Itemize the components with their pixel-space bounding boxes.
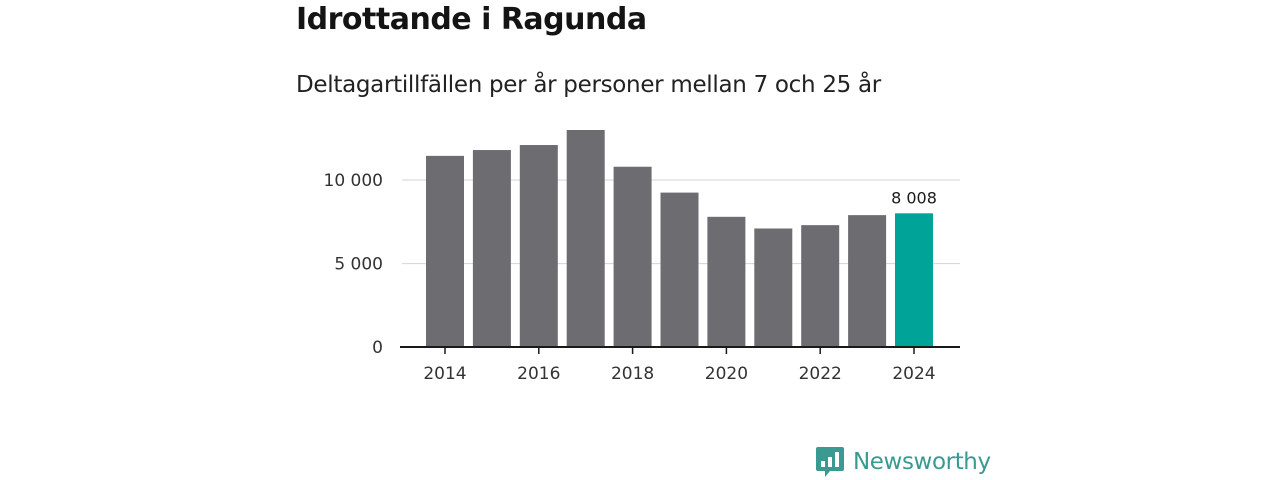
bar-2021: [754, 228, 793, 347]
bar-2016: [519, 145, 558, 347]
y-tick-label: 0: [372, 338, 383, 358]
x-tick-label: 2014: [423, 364, 466, 384]
bar-2020: [707, 216, 746, 347]
bar-2023: [848, 215, 887, 347]
chart-title: Idrottande i Ragunda: [296, 2, 647, 37]
data-labels: 8 008: [891, 188, 937, 207]
bar-2018: [613, 166, 652, 347]
x-tick-label: 2018: [611, 364, 654, 384]
brand-name: Newsworthy: [853, 449, 991, 475]
bar-2024: [895, 213, 933, 347]
y-tick-label: 5 000: [334, 255, 383, 275]
x-axis-ticks: 2014 2016 2018 2020 2022 2024: [423, 347, 936, 384]
chart-subtitle: Deltagartillfällen per år personer mella…: [296, 72, 881, 98]
bar-2015: [472, 150, 511, 347]
bar-2017: [566, 130, 605, 347]
bar-2014: [426, 155, 464, 347]
x-tick-label: 2016: [517, 364, 560, 384]
x-tick-label: 2022: [799, 364, 842, 384]
y-tick-label: 10 000: [324, 171, 383, 191]
bars: [426, 130, 933, 347]
newsworthy-logo: Newsworthy: [815, 446, 991, 478]
x-tick-label: 2020: [705, 364, 748, 384]
x-tick-label: 2024: [892, 364, 935, 384]
bar-chart-speech-bubble-icon: [816, 447, 844, 477]
y-axis-labels: 0 5 000 10 000: [324, 171, 383, 358]
bar-2019: [660, 192, 699, 347]
bar-2022: [801, 225, 840, 347]
data-label-2024: 8 008: [891, 188, 937, 207]
